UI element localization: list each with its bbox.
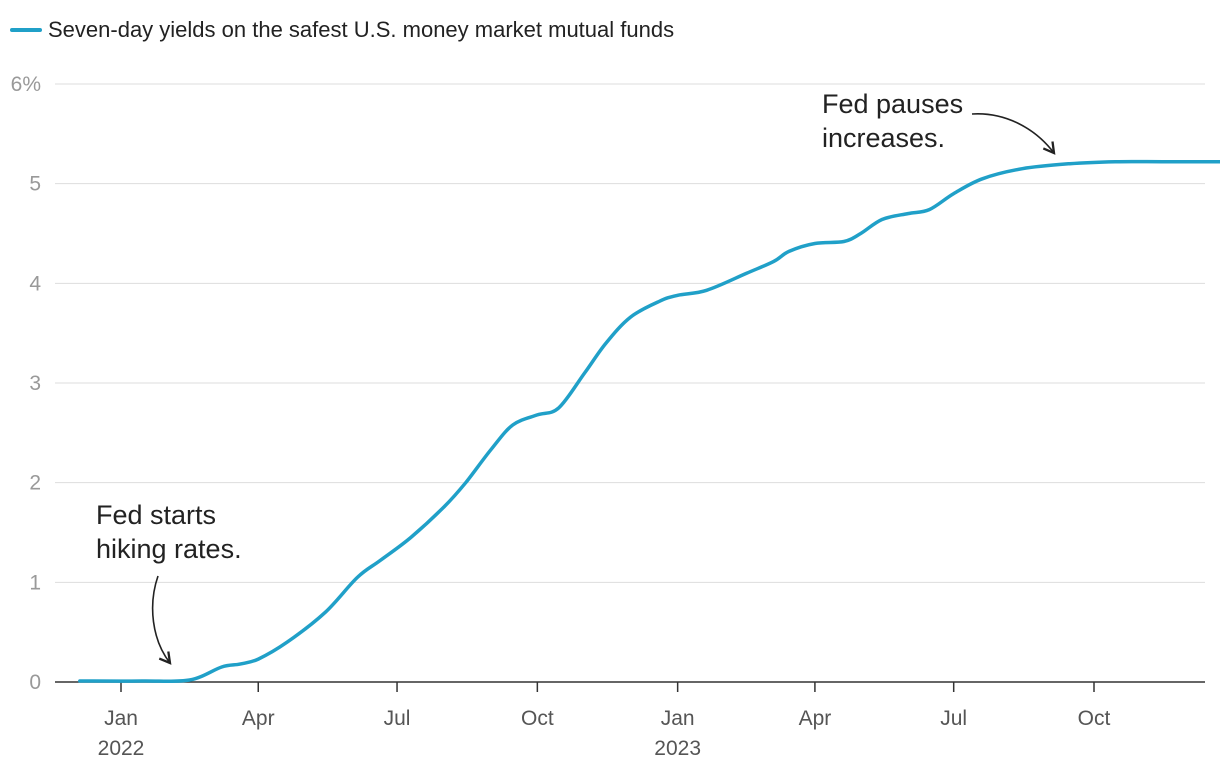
annotation-fed-starts: Fed starts hiking rates. — [96, 500, 242, 665]
legend-label: Seven-day yields on the safest U.S. mone… — [48, 17, 674, 42]
y-tick-label: 1 — [29, 571, 41, 594]
x-tick-year-label: 2022 — [98, 737, 145, 760]
annotation-fed-pauses: Fed pauses increases. — [822, 89, 1056, 155]
annotation-fed-pauses-line2: increases. — [822, 123, 945, 153]
annotation-fed-pauses-arrow — [971, 113, 1056, 155]
annotation-fed-starts-line2: hiking rates. — [96, 534, 242, 564]
gridlines — [55, 83, 1205, 683]
x-tick-label: Apr — [242, 707, 275, 730]
y-tick-label: 3 — [29, 372, 41, 395]
annotation-fed-pauses-line1: Fed pauses — [822, 89, 963, 119]
y-tick-label: 0 — [29, 671, 41, 694]
annotation-fed-starts-line1: Fed starts — [96, 500, 216, 530]
x-tick-label: Oct — [1078, 707, 1111, 730]
y-tick-label: 4 — [29, 272, 41, 295]
x-tick-label: Jan — [104, 707, 138, 730]
annotation-fed-starts-arrow — [151, 575, 172, 665]
x-tick-year-label: 2023 — [654, 737, 701, 760]
y-tick-label: 6% — [11, 73, 41, 96]
x-tick-label: Apr — [799, 707, 832, 730]
x-tick-label: Jul — [940, 707, 967, 730]
x-tick-label: Jan — [661, 707, 695, 730]
y-tick-label: 5 — [29, 173, 41, 196]
series-line-0 — [78, 159, 1220, 684]
y-tick-label: 2 — [29, 472, 41, 495]
x-tick-label: Oct — [521, 707, 554, 730]
x-tick-label: Jul — [384, 707, 411, 730]
x-axis-ticks: Jan 2022 Apr Jul Oct Jan 2023 Apr Jul Oct — [98, 682, 1111, 760]
y-axis-ticks: 0 1 2 3 4 5 6% — [11, 73, 42, 694]
legend: Seven-day yields on the safest U.S. mone… — [10, 17, 674, 42]
series-layer — [78, 159, 1220, 684]
